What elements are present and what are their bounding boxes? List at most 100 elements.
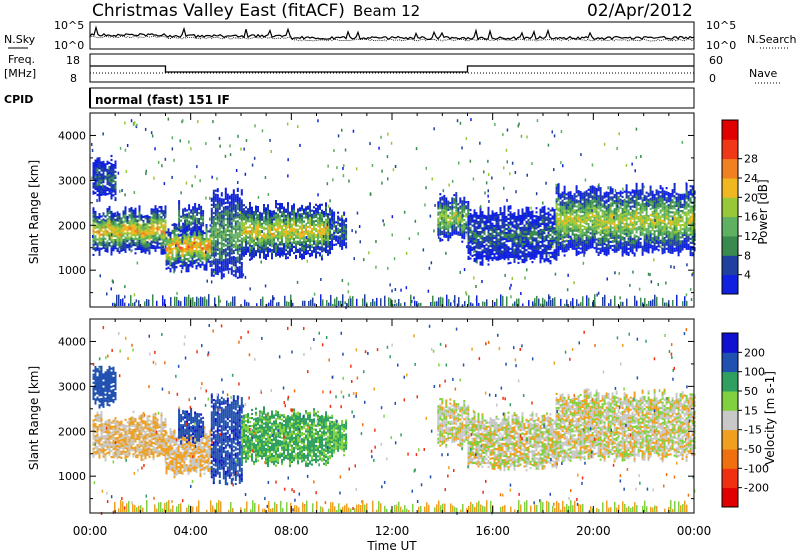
echo-cell — [263, 244, 265, 247]
echo-cell — [140, 240, 143, 243]
echo-cell — [577, 204, 580, 207]
echo-cell — [567, 215, 570, 219]
echo-cell — [605, 235, 608, 238]
echo-cell — [461, 212, 464, 215]
echo-cell — [197, 252, 200, 255]
echo-cell — [569, 193, 572, 196]
echo-cell — [591, 211, 594, 214]
echo-cell — [196, 211, 199, 214]
echo-cell — [110, 231, 113, 234]
echo-cell — [191, 249, 194, 252]
echo-cell — [597, 215, 600, 218]
noise-panel — [89, 21, 695, 50]
echo-cell — [503, 237, 506, 240]
echo-cell — [533, 253, 536, 256]
echo-cell — [222, 259, 225, 262]
echo-cell — [499, 249, 502, 252]
echo-cell — [337, 237, 340, 240]
echo-cell — [100, 177, 103, 180]
echo-cell — [493, 243, 496, 246]
echo-cell — [193, 260, 196, 263]
echo-cell — [261, 249, 263, 252]
echo-cell — [269, 223, 271, 227]
echo-cell — [205, 234, 208, 237]
echo-cell — [487, 227, 490, 230]
echo-cell — [609, 228, 612, 231]
echo-cell — [589, 246, 592, 249]
echo-cell — [495, 236, 498, 239]
echo-cell — [521, 214, 524, 217]
echo-cell — [587, 245, 590, 248]
echo-cell — [605, 250, 608, 253]
echo-cell — [319, 226, 321, 229]
echo-cell — [249, 204, 251, 207]
echo-cell — [307, 235, 309, 239]
echo-cell — [585, 204, 588, 207]
echo-cell — [555, 248, 558, 251]
echo-cell — [102, 187, 105, 190]
echo-cell — [321, 203, 323, 206]
echo-cell — [579, 201, 582, 204]
echo-cell — [555, 250, 558, 253]
echo-cell — [92, 170, 95, 173]
echo-cell — [559, 233, 562, 236]
echo-cell — [543, 232, 546, 235]
echo-cell — [561, 201, 564, 204]
echo-cell — [92, 164, 95, 167]
echo-cell — [323, 215, 325, 218]
echo-cell — [515, 246, 518, 249]
echo-cell — [228, 241, 231, 244]
echo-cell — [507, 236, 510, 239]
echo-cell — [533, 233, 536, 236]
echo-cell — [525, 212, 528, 215]
echo-cell — [599, 247, 602, 250]
echo-cell — [138, 223, 141, 226]
echo-cell — [549, 245, 552, 249]
echo-cell — [295, 256, 297, 260]
echo-cell — [114, 160, 117, 163]
echo-cell — [245, 214, 247, 217]
echo-cell — [599, 237, 602, 240]
echo-cell — [549, 229, 552, 232]
echo-cell — [333, 225, 336, 228]
echo-cell — [194, 225, 197, 228]
echo-cell — [187, 249, 190, 252]
echo-cell — [557, 219, 560, 222]
echo-cell — [299, 213, 301, 216]
echo-cell — [573, 193, 576, 196]
echo-cell — [485, 225, 488, 228]
echo-cell — [447, 208, 450, 211]
echo-cell — [108, 188, 111, 191]
echo-cell — [110, 249, 113, 252]
echo-cell — [561, 244, 564, 247]
echo-cell — [547, 217, 550, 220]
echo-cell — [289, 246, 291, 249]
echo-cell — [467, 243, 470, 246]
echo-cell — [144, 233, 147, 236]
echo-cell — [236, 238, 239, 241]
echo-cell — [241, 220, 243, 223]
echo-cell — [467, 255, 470, 258]
echo-cell — [192, 206, 195, 209]
echo-cell — [110, 193, 113, 196]
echo-cell — [181, 232, 184, 235]
echo-cell — [583, 250, 586, 253]
echo-cell — [561, 207, 564, 210]
echo-cell — [240, 193, 243, 196]
echo-cell — [245, 250, 247, 253]
echo-cell — [601, 237, 604, 240]
noise-tick-left-top: 10^5 — [54, 19, 84, 32]
echo-cell — [158, 214, 161, 217]
echo-cell — [183, 254, 186, 257]
echo-cell — [297, 232, 299, 235]
echo-cell — [605, 211, 608, 214]
echo-cell — [94, 239, 97, 242]
echo-cell — [146, 237, 149, 240]
echo-cell — [497, 246, 500, 249]
echo-cell — [222, 261, 225, 264]
echo-cell — [549, 217, 552, 220]
echo-cell — [289, 239, 291, 243]
echo-cell — [243, 212, 245, 215]
echo-cell — [245, 220, 247, 223]
echo-cell — [156, 240, 159, 243]
